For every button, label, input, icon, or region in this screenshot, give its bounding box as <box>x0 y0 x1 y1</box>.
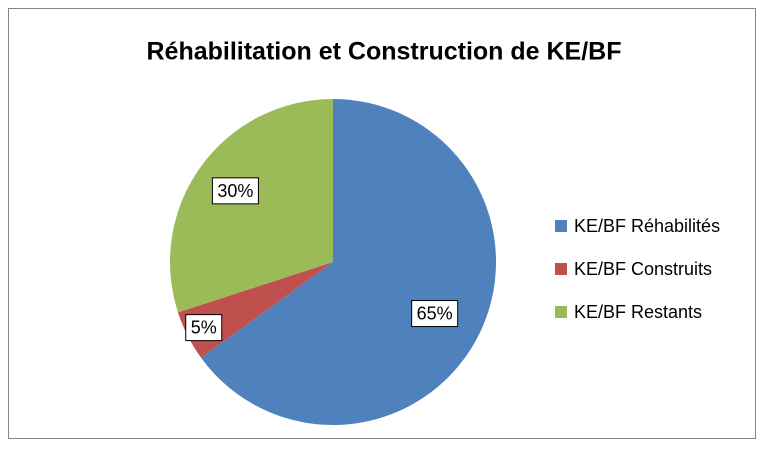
data-label: 65% <box>417 304 453 324</box>
chart-title: Réhabilitation et Construction de KE/BF <box>146 38 621 66</box>
data-label-box <box>211 177 259 205</box>
legend-swatch <box>555 263 567 275</box>
legend-swatch <box>555 220 567 232</box>
legend-label: KE/BF Construits <box>574 259 712 279</box>
legend-label: KE/BF Réhabilités <box>574 216 720 236</box>
data-label: 30% <box>217 181 253 201</box>
pie-slice <box>169 99 333 313</box>
pie-slice <box>201 99 497 426</box>
legend-label: KE/BF Restants <box>574 302 702 322</box>
data-label-box <box>185 314 223 342</box>
data-label: 5% <box>191 318 217 338</box>
legend-swatch <box>555 306 567 318</box>
data-label-box <box>411 300 459 328</box>
